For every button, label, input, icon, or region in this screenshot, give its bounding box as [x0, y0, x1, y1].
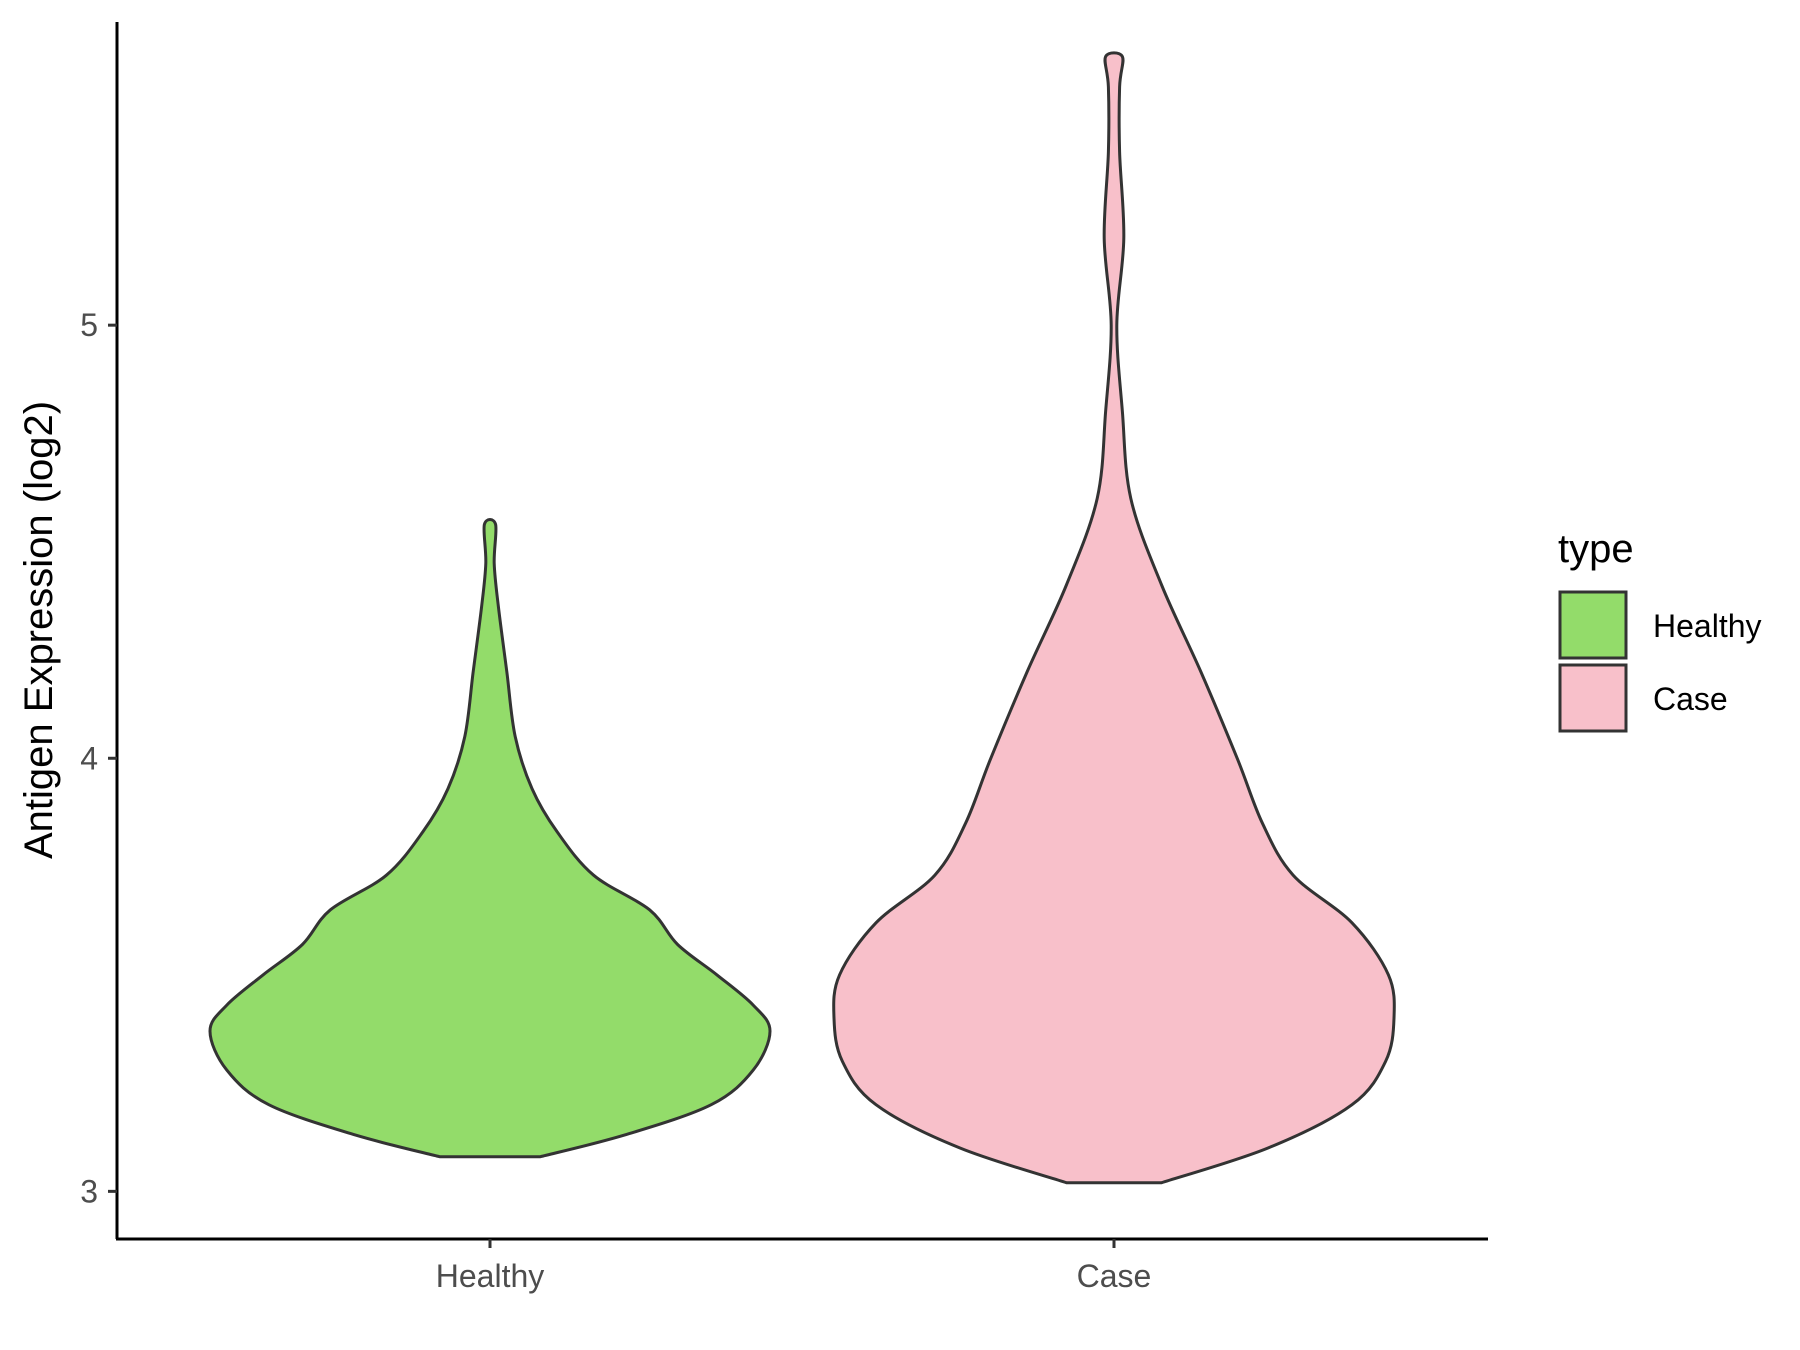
- legend-title: type: [1558, 527, 1634, 571]
- violin-healthy: [208, 518, 772, 1159]
- y-tick-label: 3: [80, 1173, 98, 1209]
- x-ticks: Healthy Case: [436, 1239, 1152, 1294]
- legend-label-case: Case: [1653, 681, 1728, 717]
- x-tick-label-healthy: Healthy: [436, 1258, 545, 1294]
- y-ticks: 3 4 5: [80, 307, 117, 1209]
- legend-key-case: [1558, 663, 1628, 733]
- x-tick-label-case: Case: [1077, 1258, 1152, 1294]
- legend-label-healthy: Healthy: [1653, 608, 1762, 644]
- y-tick-label: 5: [80, 307, 98, 343]
- violin-case: [832, 51, 1396, 1185]
- legend: type Healthy Case: [1558, 527, 1762, 733]
- y-axis-title: Antigen Expression (log2): [17, 401, 61, 859]
- y-tick-label: 4: [80, 740, 98, 776]
- legend-key-healthy: [1558, 590, 1628, 660]
- violin-layer: [208, 51, 1396, 1185]
